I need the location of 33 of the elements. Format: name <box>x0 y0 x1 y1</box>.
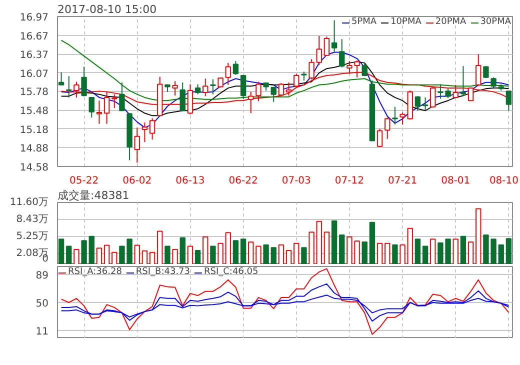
y-tick-label: 11.60万 <box>10 197 49 208</box>
y-tick-label: 11 <box>36 326 49 338</box>
y-tick-label: 14.88 <box>20 144 49 155</box>
x-tick-label: 05-22 <box>70 176 99 186</box>
y-tick-label: 16.67 <box>20 31 49 42</box>
x-tick-label: 06-02 <box>122 176 152 186</box>
legend-label: RSI_C:46.05 <box>204 267 258 277</box>
y-tick-label: 16.97 <box>20 12 49 24</box>
y-tick-label: 15.48 <box>20 106 49 118</box>
x-tick-label: 07-21 <box>388 176 418 186</box>
chart-title: 成交量:48381 <box>58 189 130 202</box>
y-tick-label: 8.43万 <box>16 214 48 225</box>
y-tick-label: 89 <box>36 270 49 282</box>
x-tick-label: 08-10 <box>489 176 519 186</box>
y-tick-label: 16.07 <box>20 68 49 80</box>
x-tick-label: 06-22 <box>228 176 258 186</box>
x-tick-label: 07-03 <box>282 176 311 186</box>
y-tick-label: 15.18 <box>20 124 49 136</box>
legend-label: RSI_B:43.73 <box>136 267 190 277</box>
legend-label: 30PMA <box>480 17 511 27</box>
x-tick-label: 07-12 <box>334 176 364 186</box>
y-tick-label: 5.25万 <box>16 230 48 242</box>
y-tick-label: 14.58 <box>20 162 49 174</box>
text: RSI_A:36.28 <box>68 267 122 277</box>
y-tick-label: 50 <box>36 298 49 310</box>
y-tick-label: 15.78 <box>20 87 49 98</box>
legend-label: 5PMA <box>351 17 377 27</box>
x-tick-label: 08-01 <box>441 176 470 186</box>
legend-label: 20PMA <box>435 17 466 27</box>
y-tick-label: 16.37 <box>20 50 49 62</box>
chart-title: 2017-08-10 15:00 <box>58 3 157 16</box>
x-tick-label: 06-13 <box>176 176 205 186</box>
legend-label: 10PMA <box>390 17 422 27</box>
